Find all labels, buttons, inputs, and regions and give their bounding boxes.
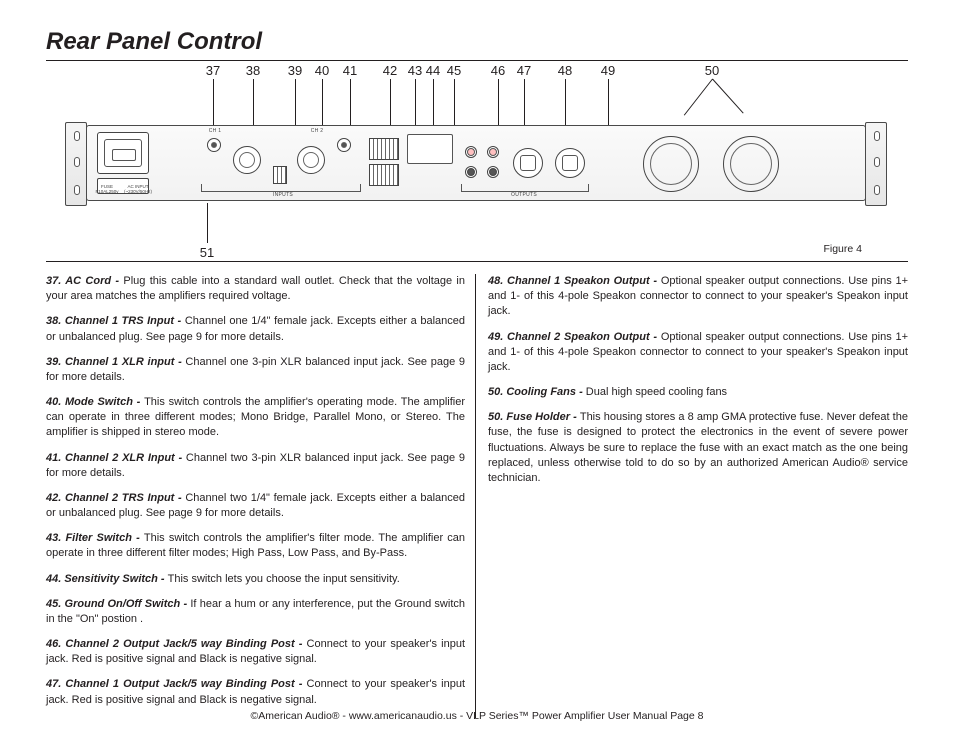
body-columns: 37. AC Cord - Plug this cable into a sta…: [46, 274, 908, 718]
item-lead: 44. Sensitivity Switch -: [46, 573, 168, 585]
callout-45: 45: [447, 63, 461, 78]
callout-38-line: [253, 79, 254, 125]
body-item: 44. Sensitivity Switch - This switch let…: [46, 572, 465, 587]
callout-43: 43: [408, 63, 422, 78]
body-item: 39. Channel 1 XLR input - Channel one 3-…: [46, 355, 465, 385]
ch1-bind-pos: [487, 146, 499, 158]
body-item: 40. Mode Switch - This switch controls t…: [46, 395, 465, 441]
outputs-label: OUTPUTS: [501, 192, 547, 198]
callout-46: 46: [491, 63, 505, 78]
item-lead: 39. Channel 1 XLR input -: [46, 356, 185, 368]
item-lead: 50. Cooling Fans -: [488, 386, 586, 398]
callout-44: 44: [426, 63, 440, 78]
callout-37: 37: [206, 63, 220, 78]
callout-39-line: [295, 79, 296, 125]
figure-caption: Figure 4: [823, 243, 862, 255]
column-right: 48. Channel 1 Speakon Output - Optional …: [476, 274, 908, 718]
callouts-top: 37 38 39 40 41 42 43 44 45 46 47 48 49: [46, 63, 908, 133]
ch1-bind-neg: [487, 166, 499, 178]
rack-ear-left: [65, 122, 87, 206]
body-item: 47. Channel 1 Output Jack/5 way Binding …: [46, 677, 465, 707]
mode-switch: [273, 166, 287, 184]
item-lead: 45. Ground On/Off Switch -: [46, 598, 190, 610]
page-footer: ©American Audio® - www.americanaudio.us …: [0, 710, 954, 722]
title-rule: [46, 60, 908, 61]
body-rule: [46, 261, 908, 262]
outputs-bracket: [461, 184, 589, 192]
callout-38: 38: [246, 63, 260, 78]
body-item: 37. AC Cord - Plug this cable into a sta…: [46, 274, 465, 304]
callout-48: 48: [558, 63, 572, 78]
item-lead: 46. Channel 2 Output Jack/5 way Binding …: [46, 638, 307, 650]
callout-40: 40: [315, 63, 329, 78]
item-lead: 50. Fuse Holder -: [488, 411, 580, 423]
item-lead: 43. Filter Switch -: [46, 532, 144, 544]
filter-switch: [369, 138, 399, 160]
callout-50: 50: [705, 63, 719, 78]
ac-inlet: [97, 132, 149, 174]
callout-39: 39: [288, 63, 302, 78]
ch1-speakon: [513, 148, 543, 178]
body-item: 45. Ground On/Off Switch - If hear a hum…: [46, 597, 465, 627]
callout-43-line: [415, 79, 416, 125]
rack-ear-right: [865, 122, 887, 206]
callout-47-line: [524, 79, 525, 125]
callout-51-line: [207, 203, 208, 243]
body-item: 50. Fuse Holder - This housing stores a …: [488, 410, 908, 486]
item-text: Dual high speed cooling fans: [586, 386, 727, 398]
item-lead: 47. Channel 1 Output Jack/5 way Binding …: [46, 678, 307, 690]
body-item: 41. Channel 2 XLR Input - Channel two 3-…: [46, 451, 465, 481]
body-item: 38. Channel 1 TRS Input - Channel one 1/…: [46, 314, 465, 344]
fan-right: [723, 136, 779, 192]
body-item: 49. Channel 2 Speakon Output - Optional …: [488, 330, 908, 376]
figure-area: 37 38 39 40 41 42 43 44 45 46 47 48 49 50 FUSEF10AL2…: [46, 63, 908, 259]
page-title: Rear Panel Control: [46, 28, 908, 56]
fan-left: [643, 136, 699, 192]
callout-41: 41: [343, 63, 357, 78]
item-lead: 42. Channel 2 TRS Input -: [46, 492, 185, 504]
ac-text: AC INPUT(~230V/50Hz): [123, 184, 153, 194]
item-lead: 40. Mode Switch -: [46, 396, 144, 408]
item-lead: 49. Channel 2 Speakon Output -: [488, 331, 661, 343]
ch2-bind-pos: [465, 146, 477, 158]
fuse-text: FUSEF10AL250v: [95, 184, 119, 194]
callout-47: 47: [517, 63, 531, 78]
callout-48-line: [565, 79, 566, 125]
callout-49-line: [608, 79, 609, 125]
callout-44-line: [433, 79, 434, 125]
ch2-xlr: [297, 146, 325, 174]
ch1-trs: [207, 138, 221, 152]
rear-panel-diagram: FUSEF10AL250v AC INPUT(~230V/50Hz) CH 1 …: [86, 125, 866, 201]
body-item: 43. Filter Switch - This switch controls…: [46, 531, 465, 561]
ch1-label: CH 1: [205, 128, 225, 134]
body-item: 50. Cooling Fans - Dual high speed cooli…: [488, 385, 908, 400]
callout-37-line: [213, 79, 214, 125]
ch1-xlr: [233, 146, 261, 174]
callout-46-line: [498, 79, 499, 125]
item-lead: 48. Channel 1 Speakon Output -: [488, 275, 661, 287]
inputs-bracket: [201, 184, 361, 192]
body-item: 42. Channel 2 TRS Input - Channel two 1/…: [46, 491, 465, 521]
callout-42-line: [390, 79, 391, 125]
info-sticker: [407, 134, 453, 164]
callout-49: 49: [601, 63, 615, 78]
callout-41-line: [350, 79, 351, 125]
item-lead: 41. Channel 2 XLR Input -: [46, 452, 186, 464]
callout-45-line: [454, 79, 455, 125]
ch2-label: CH 2: [307, 128, 327, 134]
body-item: 46. Channel 2 Output Jack/5 way Binding …: [46, 637, 465, 667]
item-lead: 38. Channel 1 TRS Input -: [46, 315, 185, 327]
body-item: 48. Channel 1 Speakon Output - Optional …: [488, 274, 908, 320]
ch2-trs: [337, 138, 351, 152]
item-text: This switch lets you choose the input se…: [168, 573, 400, 585]
ch2-bind-neg: [465, 166, 477, 178]
callout-51: 51: [200, 245, 214, 260]
callout-40-line: [322, 79, 323, 125]
column-left: 37. AC Cord - Plug this cable into a sta…: [46, 274, 476, 718]
callout-42: 42: [383, 63, 397, 78]
sens-switch: [369, 164, 399, 186]
item-lead: 37. AC Cord -: [46, 275, 123, 287]
inputs-label: INPUTS: [263, 192, 303, 198]
ch2-speakon: [555, 148, 585, 178]
